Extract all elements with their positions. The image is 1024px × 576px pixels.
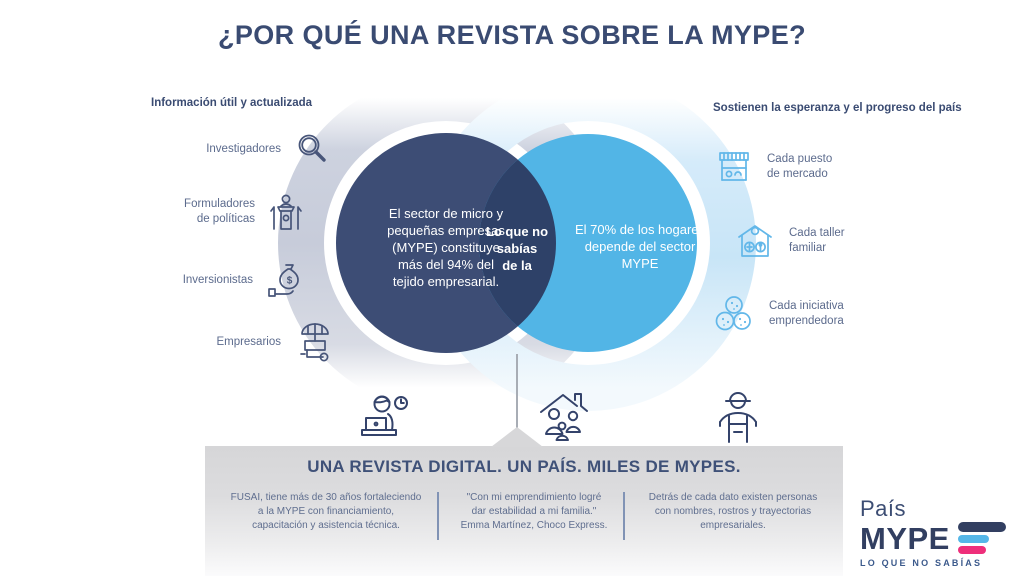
logo-bar-pink [957, 546, 986, 554]
right-circle-text: El 70% de los hogares depende del sector… [574, 222, 706, 271]
cookies-icon [715, 296, 751, 331]
banner-column-personas: Detrás de cada dato existen personas con… [648, 492, 818, 532]
pais-mype-logo: País MYPE LO QUE NO SABÍAS [860, 496, 1006, 568]
logo-tagline: LO QUE NO SABÍAS [860, 558, 983, 568]
right-item-label: Cada taller familiar [789, 227, 845, 254]
woman-laptop-clock-icon [352, 390, 418, 444]
logo-pais-text: País [860, 496, 907, 521]
right-item-puesto: Cada puesto de mercado [716, 149, 832, 185]
left-item-empresarios: Empresarios [150, 321, 334, 363]
left-item-label: Investigadores [206, 142, 281, 155]
podium-speaker-icon [270, 194, 302, 230]
logo-mype-text: MYPE [860, 520, 950, 556]
right-item-taller: Cada taller familiar [736, 222, 845, 260]
logo-bar-navy [957, 522, 1006, 532]
banner-column-fusai: FUSAI, tiene más de 30 años fortaleciend… [230, 492, 422, 532]
logo-bar-blue [957, 535, 989, 543]
banner-arrow [491, 427, 543, 447]
banner-column-quote: "Con mi emprendimiento logré dar estabil… [460, 492, 608, 532]
left-panel-heading: Información útil y actualizada [151, 97, 313, 109]
left-item-investigadores: Investigadores [150, 131, 330, 167]
right-panel-heading: Sostienen la esperanza y el progreso del… [713, 102, 962, 114]
left-item-inversionistas: Inversionistas $ [118, 260, 304, 300]
left-item-label: Inversionistas [182, 273, 253, 286]
left-item-label: Formuladores de políticas [184, 198, 255, 225]
magnifier-icon [298, 134, 326, 162]
right-item-iniciativa: Cada iniciativa emprendedora [712, 294, 844, 334]
street-cart-icon [300, 323, 329, 362]
banner-title: UNA REVISTA DIGITAL. UN PAÍS. MILES DE M… [307, 457, 741, 476]
banner-divider [437, 492, 439, 540]
right-item-label: Cada iniciativa emprendedora [769, 300, 844, 327]
worker-apron-icon [712, 390, 764, 444]
family-workshop-icon [738, 225, 772, 257]
svg-text:$: $ [287, 276, 293, 287]
bottom-banner: UNA REVISTA DIGITAL. UN PAÍS. MILES DE M… [205, 446, 843, 576]
market-stall-icon [719, 152, 749, 181]
right-item-label: Cada puesto de mercado [767, 153, 833, 180]
overlap-lens [479, 134, 556, 352]
overlap-text: Lo que no sabías de la [485, 224, 549, 273]
logo-bars-icon [957, 522, 1006, 554]
page-title: ¿POR QUÉ UNA REVISTA SOBRE LA MYPE? [217, 20, 807, 50]
family-house-icon [533, 388, 595, 444]
left-item-label: Empresarios [216, 335, 281, 348]
money-bag-icon: $ [268, 264, 299, 297]
banner-divider [623, 492, 625, 540]
left-item-formuladores: Formuladores de políticas [118, 190, 304, 234]
connector-line [516, 354, 518, 428]
left-circle-text: El sector de micro y pequeñas empresas (… [387, 206, 505, 289]
